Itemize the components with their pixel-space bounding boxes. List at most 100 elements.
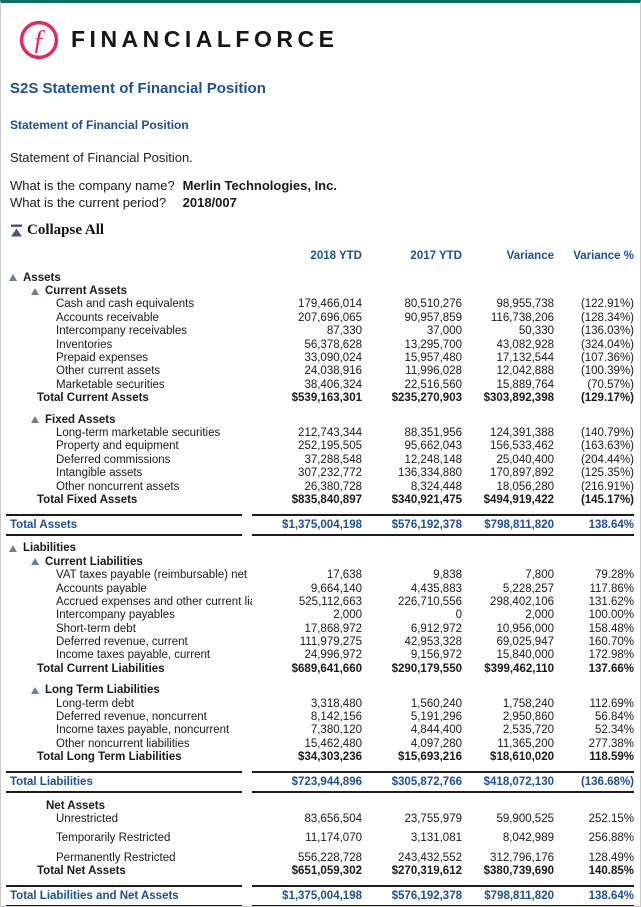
grand-total-values: $1,375,004,198 $576,192,378 $798,811,820 13… xyxy=(252,513,634,536)
cell-value: 0 xyxy=(455,609,462,622)
cell-value: 18,056,280 xyxy=(496,480,554,493)
table-row: Long Term Liabilities xyxy=(6,684,634,697)
cell-value: 59,900,525 xyxy=(496,812,554,825)
row-label: Net Assets xyxy=(6,800,252,812)
row-label-text: Deferred commissions xyxy=(56,453,171,466)
cell-value: 22,516,560 xyxy=(404,378,462,391)
cell-value: 5,228,257 xyxy=(502,582,554,595)
cell-value: 26,380,728 xyxy=(304,480,362,493)
cell-value: 4,097,280 xyxy=(410,737,462,750)
cell-value: $576,192,378 xyxy=(391,889,462,902)
cell-value: 7,380,120 xyxy=(310,724,362,737)
current-period-question: What is the current period? xyxy=(10,195,167,210)
cell-value: (216.91%) xyxy=(580,480,634,493)
collapse-triangle-icon[interactable] xyxy=(31,416,39,424)
row-label: Intercompany payables xyxy=(6,609,252,621)
table-row: Other noncurrent liabilities 15,462,480 4,… xyxy=(6,737,634,750)
table-row: Deferred commissions 37,288,548 12,248,148… xyxy=(6,453,634,466)
table-row: Total Net Assets $651,059,302 $270,319,612… xyxy=(6,864,634,877)
cell-value: 15,840,000 xyxy=(496,649,554,662)
row-label-text: Long-term marketable securities xyxy=(56,426,221,439)
cell-value: 138.64% xyxy=(588,518,634,531)
table-header-row: 2018 YTD 2017 YTD Variance Variance % xyxy=(6,248,634,271)
row-label: Other noncurrent liabilities xyxy=(6,738,252,750)
cell-value: 9,838 xyxy=(433,569,462,582)
row-label-text: Long-term debt xyxy=(56,697,134,710)
cell-value: $1,375,004,198 xyxy=(282,889,362,902)
table-row: Deferred revenue, current 111,979,275 42,9… xyxy=(6,635,634,648)
row-label: Deferred revenue, current xyxy=(6,636,252,648)
row-label: Deferred commissions xyxy=(6,454,252,466)
row-label: Short-term debt xyxy=(6,623,252,635)
row-label: Prepaid expenses xyxy=(6,352,252,364)
current-period-value: 2018/007 xyxy=(182,195,237,210)
cell-value: 212,743,344 xyxy=(298,426,362,439)
cell-value: 312,796,176 xyxy=(490,851,554,864)
row-label-text: Accounts payable xyxy=(56,582,147,595)
cell-value: 3,318,480 xyxy=(310,697,362,710)
cell-value: (107.36%) xyxy=(580,352,634,365)
collapse-triangle-icon[interactable] xyxy=(31,287,39,295)
collapse-triangle-icon[interactable] xyxy=(9,544,17,552)
row-label-text: Permanently Restricted xyxy=(56,851,176,864)
collapse-all-button[interactable]: Collapse All xyxy=(10,222,104,239)
cell-value: 90,957,859 xyxy=(404,311,462,324)
row-spacer xyxy=(6,405,634,413)
cell-value: 5,191,296 xyxy=(410,711,462,724)
cell-value: 9,664,140 xyxy=(310,582,362,595)
table-row: Current Liabilities xyxy=(6,555,634,568)
collapse-triangle-icon[interactable] xyxy=(31,686,39,694)
row-label: Cash and cash equivalents xyxy=(6,298,252,310)
cell-value: $798,811,820 xyxy=(484,518,554,531)
cell-value: 100.00% xyxy=(588,609,634,622)
cell-value: 56.84% xyxy=(594,711,634,724)
cell-value: 556,228,728 xyxy=(298,851,362,864)
cell-value: 111,979,275 xyxy=(299,636,362,649)
table-row: Accrued expenses and other current liabi… xyxy=(6,595,634,608)
collapse-triangle-icon[interactable] xyxy=(31,558,39,566)
cell-value: (163.63%) xyxy=(580,440,634,453)
cell-value: 8,042,989 xyxy=(502,832,554,845)
row-label-text: Inventories xyxy=(56,338,113,351)
column-header-variance-pct: Variance % xyxy=(573,250,634,262)
row-label-text: Current Liabilities xyxy=(45,555,143,568)
row-label: Accounts payable xyxy=(6,583,252,595)
row-label-text: Unrestricted xyxy=(56,812,118,825)
cell-value: 11,996,028 xyxy=(405,365,462,378)
cell-value: 128.49% xyxy=(588,851,634,864)
cell-value: (70.57%) xyxy=(587,378,634,391)
cell-value: 138.64% xyxy=(588,889,634,902)
row-label-text: Long Term Liabilities xyxy=(45,684,160,697)
row-label: Current Liabilities xyxy=(6,556,252,568)
row-label-text: Other noncurrent liabilities xyxy=(56,737,190,750)
row-label: Temporarily Restricted xyxy=(6,832,252,844)
cell-value: 79.28% xyxy=(594,569,634,582)
row-spacer xyxy=(6,676,634,684)
row-label-text: Intercompany receivables xyxy=(56,325,188,338)
cell-value: 124,391,388 xyxy=(490,426,554,439)
table-row: Income taxes payable, current 24,996,972 9… xyxy=(6,649,634,662)
cell-value: $290,179,550 xyxy=(391,662,462,675)
cell-value: 24,996,972 xyxy=(304,649,362,662)
row-label-text: Total Net Assets xyxy=(37,865,126,878)
cell-value: (122.91%) xyxy=(580,298,634,311)
cell-value: $651,059,302 xyxy=(291,865,362,878)
table-row: Current Assets xyxy=(6,284,634,297)
table-row: Permanently Restricted 556,228,728 243,432… xyxy=(6,851,634,864)
collapse-triangle-icon[interactable] xyxy=(9,274,17,282)
header-spacer xyxy=(6,250,252,262)
cell-value: 137.66% xyxy=(588,662,634,675)
collapse-all-label: Collapse All xyxy=(27,222,105,238)
cell-value: $15,693,216 xyxy=(398,751,462,764)
grand-total-row: Total Liabilities and Net Assets $1,375,0… xyxy=(6,884,634,906)
cell-value: (100.39%) xyxy=(580,365,634,378)
row-label: Deferred revenue, noncurrent xyxy=(6,711,252,723)
column-header-2018-ytd: 2018 YTD xyxy=(310,250,362,262)
cell-value: 11,174,070 xyxy=(305,832,362,845)
cell-value: $270,319,612 xyxy=(391,865,462,878)
row-label-text: Deferred revenue, noncurrent xyxy=(56,711,207,724)
row-label-text: Intercompany payables xyxy=(56,609,175,622)
column-header-variance: Variance xyxy=(506,250,554,262)
table-row: Intangible assets 307,232,772 136,334,880 1… xyxy=(6,466,634,479)
cell-value: $835,840,897 xyxy=(291,493,362,506)
